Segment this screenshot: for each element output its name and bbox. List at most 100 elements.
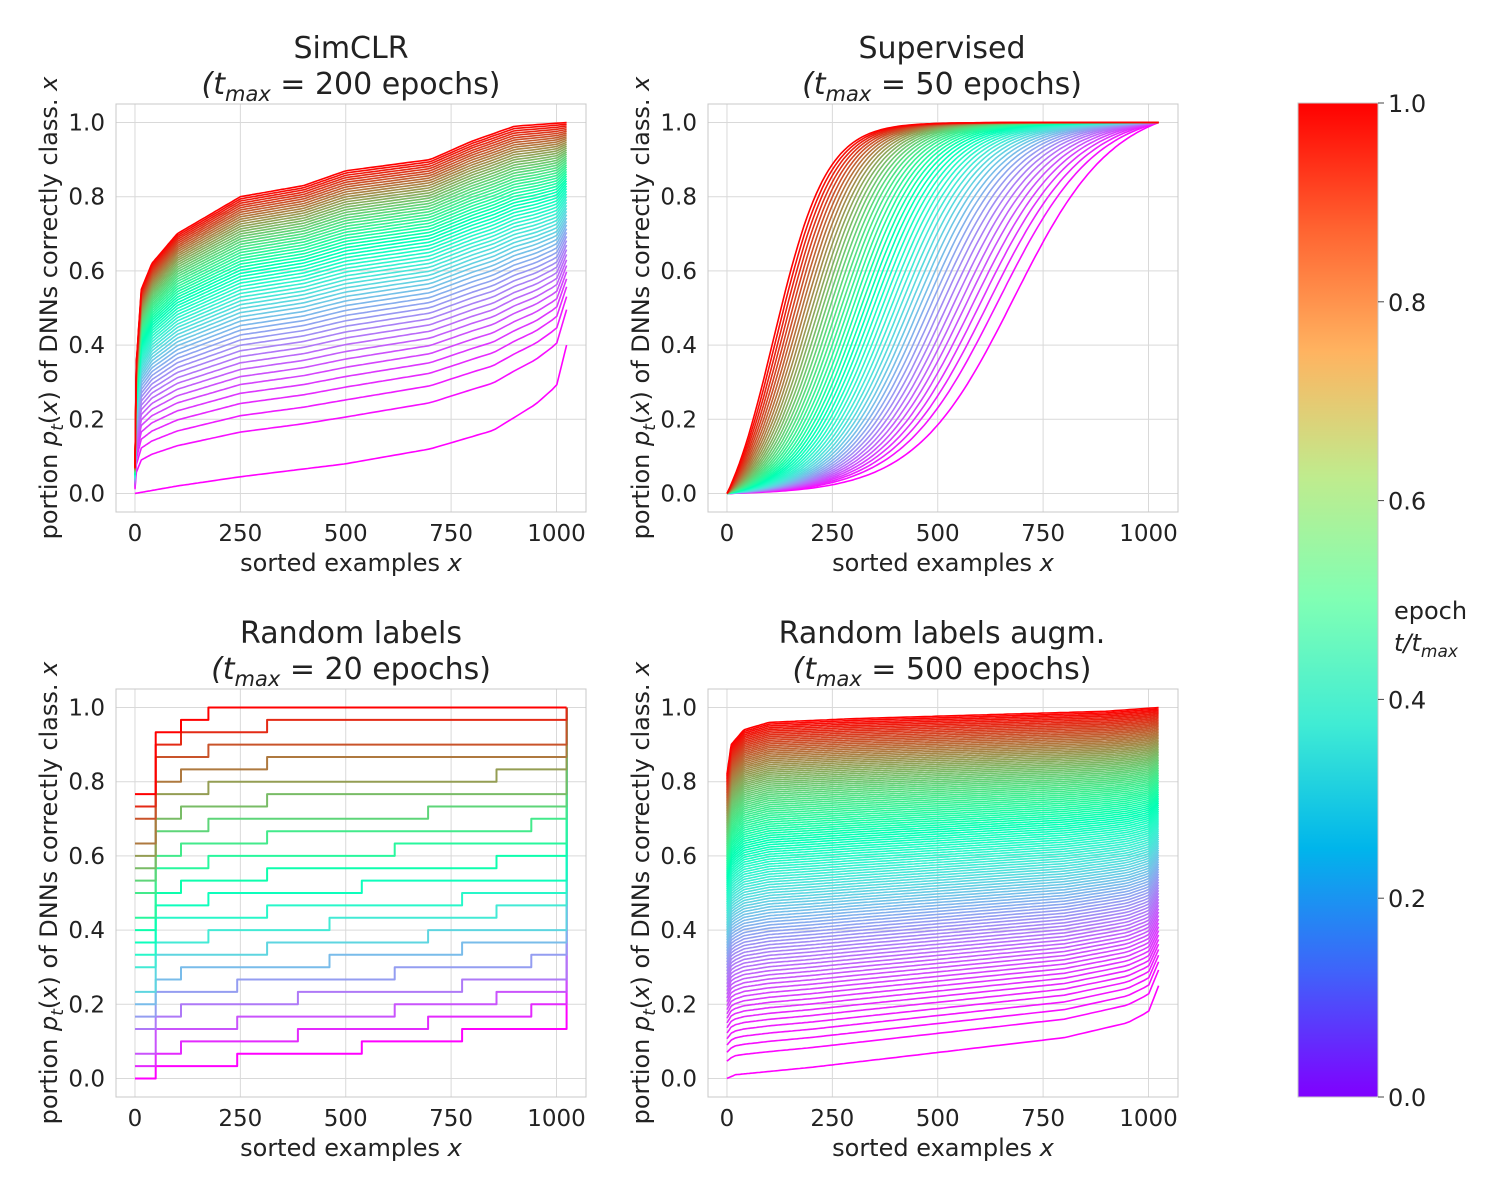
colorbar-label-line1: epoch bbox=[1394, 597, 1467, 625]
y-tick-label: 0.6 bbox=[68, 259, 105, 285]
y-tick-label: 0.8 bbox=[68, 185, 105, 211]
colorbar-tick-label: 1.0 bbox=[1388, 90, 1426, 118]
x-axis-label: sorted examples x bbox=[832, 1134, 1055, 1162]
panel-title: Random labels bbox=[240, 616, 462, 651]
curves bbox=[135, 706, 568, 1080]
series-line bbox=[135, 707, 568, 870]
series-line bbox=[135, 707, 568, 1006]
y-tick-label: 1.0 bbox=[68, 696, 105, 722]
series-line bbox=[726, 708, 1159, 776]
series-line bbox=[134, 170, 568, 474]
y-tick-label: 0.6 bbox=[660, 259, 697, 285]
series-line bbox=[135, 706, 567, 796]
y-tick-label: 1.0 bbox=[660, 111, 697, 137]
series-line bbox=[726, 881, 1160, 966]
x-axis-label: sorted examples x bbox=[832, 549, 1055, 577]
series-line bbox=[134, 149, 567, 471]
series-line bbox=[134, 159, 568, 472]
panel-random-labels: Random labels (tmax = 20 epochs) 0 250 500… bbox=[35, 616, 587, 1162]
y-tick-label: 0.6 bbox=[68, 844, 105, 870]
series-line bbox=[134, 221, 568, 480]
x-tick-label: 250 bbox=[218, 1106, 262, 1132]
series-line bbox=[726, 706, 1159, 775]
series-line bbox=[726, 905, 1160, 992]
series-line bbox=[726, 884, 1160, 969]
series-line bbox=[726, 716, 1159, 786]
series-line bbox=[726, 740, 1159, 812]
x-ticks: 0 250 500 750 1000 bbox=[128, 1106, 586, 1132]
series-line bbox=[726, 722, 1159, 792]
colorbar-tick-label: 0.0 bbox=[1388, 1084, 1426, 1112]
series-line bbox=[726, 782, 1160, 858]
series-line bbox=[726, 798, 1160, 875]
series-line bbox=[134, 126, 567, 469]
series-line bbox=[726, 834, 1160, 914]
x-ticks: 0 250 500 750 1000 bbox=[720, 521, 1178, 547]
series-line bbox=[134, 161, 568, 473]
series-line bbox=[726, 847, 1160, 928]
series-line bbox=[726, 934, 1160, 1024]
series-line bbox=[134, 145, 567, 471]
series-line bbox=[726, 728, 1159, 798]
series-line bbox=[134, 188, 568, 476]
y-tick-label: 0.8 bbox=[660, 770, 697, 796]
series-line bbox=[726, 718, 1159, 787]
y-tick-label: 0.2 bbox=[68, 992, 105, 1018]
series-line bbox=[134, 157, 568, 472]
series-line bbox=[135, 707, 568, 969]
series-line bbox=[726, 743, 1159, 815]
series-line bbox=[134, 130, 567, 469]
panel-subtitle: (tmax = 500 epochs) bbox=[793, 652, 1092, 691]
series-line bbox=[134, 135, 567, 470]
series-line bbox=[726, 861, 1160, 943]
series-line bbox=[726, 866, 1160, 949]
colorbar: 0.0 0.2 0.4 0.6 0.8 1.0 epoch t/tmax bbox=[1297, 90, 1467, 1112]
series-line bbox=[726, 817, 1160, 896]
series-line bbox=[726, 731, 1159, 802]
series-line bbox=[726, 121, 1159, 495]
series-line bbox=[134, 137, 567, 470]
x-tick-label: 250 bbox=[218, 521, 262, 547]
series-line bbox=[134, 244, 568, 482]
series-line bbox=[134, 198, 568, 477]
series-line bbox=[134, 249, 568, 483]
series-line bbox=[726, 769, 1160, 843]
series-line bbox=[726, 802, 1160, 879]
series-line bbox=[726, 745, 1159, 817]
series-line bbox=[726, 770, 1160, 845]
series-line bbox=[726, 819, 1160, 898]
series-line bbox=[726, 808, 1160, 886]
series-line bbox=[134, 177, 568, 475]
series-line bbox=[134, 173, 568, 474]
series-line bbox=[726, 887, 1160, 972]
series-line bbox=[134, 180, 568, 475]
series-line bbox=[726, 832, 1160, 912]
series-line bbox=[726, 840, 1160, 921]
y-tick-label: 0.0 bbox=[68, 481, 105, 507]
series-line bbox=[726, 779, 1160, 854]
series-line bbox=[726, 793, 1160, 869]
series-line bbox=[726, 741, 1159, 813]
series-line bbox=[726, 735, 1159, 807]
series-line bbox=[135, 707, 568, 919]
x-ticks: 0 250 500 750 1000 bbox=[720, 1106, 1178, 1132]
series-line bbox=[135, 707, 568, 956]
series-line bbox=[726, 918, 1160, 1007]
series-line bbox=[726, 784, 1160, 860]
series-line bbox=[134, 207, 568, 478]
y-ticks: 0.0 0.2 0.4 0.6 0.8 1.0 bbox=[660, 111, 697, 508]
curves bbox=[134, 121, 568, 495]
y-tick-label: 0.8 bbox=[660, 185, 697, 211]
series-line bbox=[135, 707, 568, 1080]
series-line bbox=[726, 836, 1160, 916]
series-line bbox=[726, 871, 1160, 954]
series-line bbox=[135, 707, 568, 1068]
plot-frame bbox=[707, 688, 1179, 1098]
series-line bbox=[726, 711, 1159, 779]
panel-random-labels-augm: Random labels augm. (tmax = 500 epochs) … bbox=[627, 616, 1179, 1162]
series-line bbox=[726, 759, 1159, 832]
y-tick-label: 0.4 bbox=[68, 333, 105, 359]
series-line bbox=[726, 796, 1160, 873]
x-tick-label: 0 bbox=[128, 521, 143, 547]
series-line bbox=[726, 806, 1160, 884]
